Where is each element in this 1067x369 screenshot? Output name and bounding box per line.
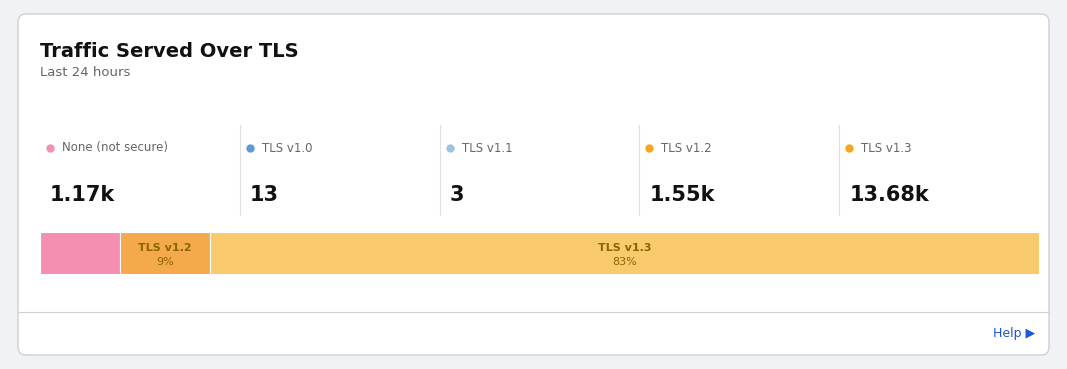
Text: Help ▶: Help ▶ bbox=[993, 327, 1035, 340]
Text: 1.17k: 1.17k bbox=[50, 185, 115, 205]
Text: 83%: 83% bbox=[612, 257, 637, 267]
Text: Traffic Served Over TLS: Traffic Served Over TLS bbox=[39, 42, 299, 61]
Text: 13.68k: 13.68k bbox=[849, 185, 929, 205]
Text: TLS v1.3: TLS v1.3 bbox=[861, 141, 911, 155]
Text: TLS v1.2: TLS v1.2 bbox=[138, 243, 192, 253]
Bar bbox=[39, 232, 120, 274]
Text: 13: 13 bbox=[250, 185, 278, 205]
Bar bbox=[120, 232, 210, 274]
Text: TLS v1.2: TLS v1.2 bbox=[662, 141, 712, 155]
Text: TLS v1.3: TLS v1.3 bbox=[598, 243, 651, 253]
Text: 3: 3 bbox=[449, 185, 464, 205]
Text: Last 24 hours: Last 24 hours bbox=[39, 66, 130, 79]
Text: None (not secure): None (not secure) bbox=[62, 141, 168, 155]
Text: 1.55k: 1.55k bbox=[650, 185, 715, 205]
Text: TLS v1.1: TLS v1.1 bbox=[462, 141, 512, 155]
Text: TLS v1.0: TLS v1.0 bbox=[261, 141, 313, 155]
FancyBboxPatch shape bbox=[18, 14, 1049, 355]
Text: 9%: 9% bbox=[156, 257, 174, 267]
Bar bbox=[210, 232, 1039, 274]
